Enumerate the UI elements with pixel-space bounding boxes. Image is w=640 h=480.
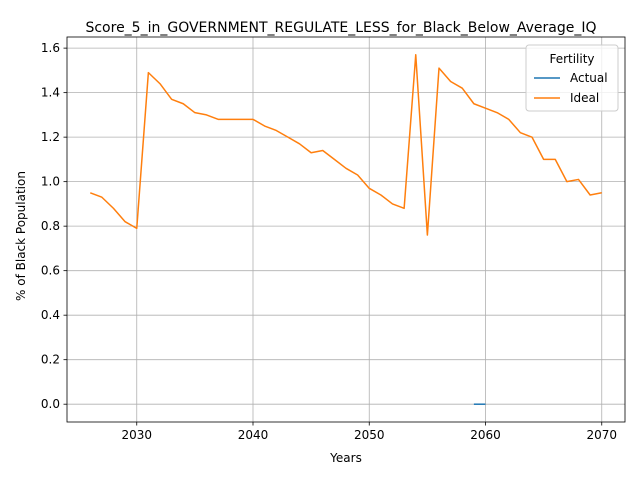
- y-tick-label: 0.6: [41, 264, 60, 278]
- y-tick-label: 1.2: [41, 130, 60, 144]
- y-tick-label: 1.0: [41, 175, 60, 189]
- x-tick-label: 2060: [470, 428, 501, 442]
- x-tick-label: 2040: [238, 428, 269, 442]
- y-tick-label: 0.0: [41, 397, 60, 411]
- x-tick-label: 2030: [121, 428, 152, 442]
- axes-frame: [66, 36, 626, 423]
- series-line-ideal: [89, 54, 602, 236]
- x-tick-label: 2070: [586, 428, 617, 442]
- y-axis-label: % of Black Population: [14, 171, 28, 301]
- legend-box: [525, 44, 619, 112]
- y-tick-label: 0.4: [41, 308, 60, 322]
- y-tick-label: 1.6: [41, 41, 60, 55]
- y-tick-label: 0.8: [41, 219, 60, 233]
- x-tick-label: 2050: [354, 428, 385, 442]
- y-tick-label: 0.2: [41, 353, 60, 367]
- legend-label-ideal: Ideal: [570, 91, 599, 105]
- legend: Fertility Actual Ideal: [525, 44, 619, 112]
- x-axis-label: Years: [329, 451, 362, 465]
- y-tick-label: 1.4: [41, 86, 60, 100]
- legend-label-actual: Actual: [570, 71, 608, 85]
- plot-area: [89, 54, 602, 405]
- axes: 2030 2040 2050 2060 2070 0.0 0.2 0.4 0.6 0.8 1.0 1.…: [41, 36, 626, 442]
- chart-title: Score_5_in_GOVERNMENT_REGULATE_LESS_for_…: [85, 20, 596, 36]
- legend-title: Fertility: [549, 52, 594, 66]
